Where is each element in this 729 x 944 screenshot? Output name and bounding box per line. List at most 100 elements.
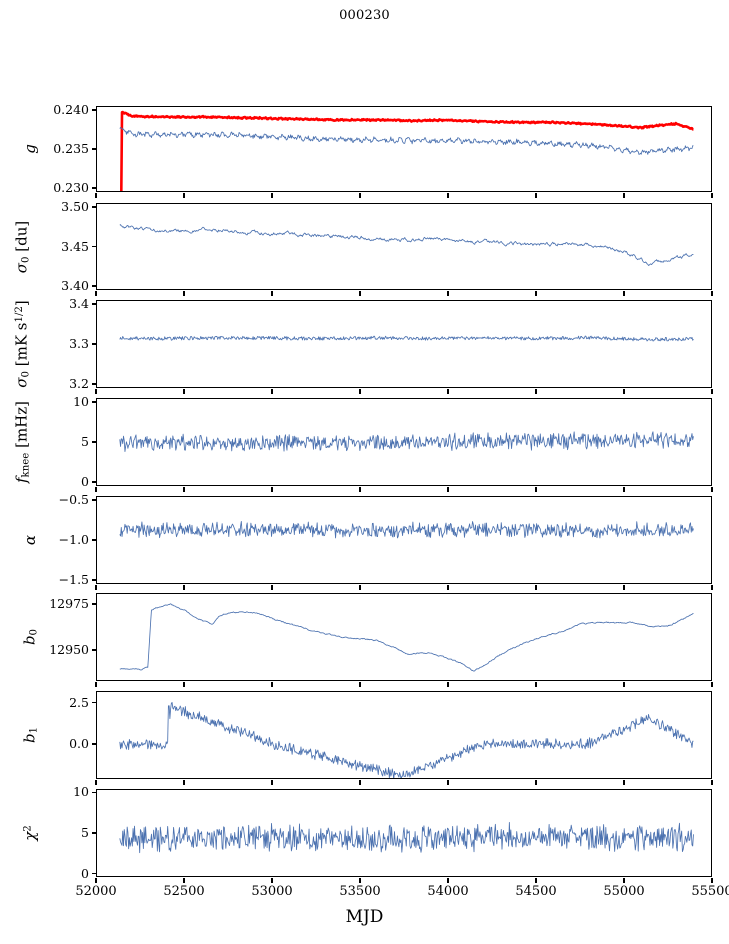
xtick-mark bbox=[711, 192, 713, 198]
xtick-mark bbox=[711, 486, 713, 492]
plot-panel-alpha bbox=[96, 496, 712, 584]
xtick-mark bbox=[271, 779, 273, 785]
xtick-mark bbox=[359, 681, 361, 687]
ylabel-alpha: α bbox=[21, 534, 39, 546]
ytick-label-b1: 0.0 bbox=[69, 735, 89, 751]
xtick-mark bbox=[447, 681, 449, 687]
ylabel-b1: b1 bbox=[20, 726, 40, 744]
xtick-mark bbox=[623, 290, 625, 296]
ytick-label-sigma0-du: 3.40 bbox=[61, 277, 89, 293]
xtick-mark bbox=[183, 388, 185, 394]
ytick-label-sigma0-mk: 3.4 bbox=[69, 295, 89, 311]
ytick-label-sigma0-mk: 3.2 bbox=[69, 375, 89, 391]
ytick-mark bbox=[91, 791, 97, 793]
xtick-label: 53000 bbox=[251, 884, 293, 899]
xtick-mark bbox=[183, 779, 185, 785]
xtick-mark bbox=[95, 877, 97, 883]
series-line-chi2-0 bbox=[120, 822, 694, 852]
ytick-mark bbox=[91, 383, 97, 385]
xtick-label: 53500 bbox=[339, 884, 381, 899]
xtick-mark bbox=[535, 388, 537, 394]
series-line-sigma0-mk-0 bbox=[120, 336, 694, 341]
xaxis-label: MJD bbox=[345, 907, 384, 927]
plot-panel-g bbox=[96, 106, 712, 192]
ytick-mark bbox=[91, 649, 97, 651]
xtick-mark bbox=[183, 877, 185, 883]
xtick-mark bbox=[359, 192, 361, 198]
series-line-g-0 bbox=[120, 112, 694, 191]
ylabel-chi2: χ2 bbox=[21, 825, 39, 841]
xtick-mark bbox=[535, 779, 537, 785]
plot-panel-chi2 bbox=[96, 789, 712, 877]
xtick-mark bbox=[271, 192, 273, 198]
xtick-mark bbox=[711, 779, 713, 785]
xtick-mark bbox=[535, 584, 537, 590]
xtick-label: 55500 bbox=[691, 884, 729, 899]
xtick-mark bbox=[447, 779, 449, 785]
ytick-label-fknee: 0 bbox=[81, 473, 89, 489]
ylabel-b0: b0 bbox=[20, 628, 40, 646]
xtick-mark bbox=[359, 877, 361, 883]
ytick-mark bbox=[91, 401, 97, 403]
xtick-mark bbox=[711, 681, 713, 687]
ytick-label-chi2: 0 bbox=[81, 865, 89, 881]
xtick-mark bbox=[535, 681, 537, 687]
ylabel-fknee: fknee [mHz] bbox=[12, 400, 32, 484]
xtick-mark bbox=[623, 584, 625, 590]
ytick-label-chi2: 5 bbox=[81, 824, 89, 840]
xtick-label: 55000 bbox=[603, 884, 645, 899]
xtick-mark bbox=[183, 584, 185, 590]
ytick-label-chi2: 10 bbox=[73, 784, 89, 799]
xtick-mark bbox=[271, 388, 273, 394]
xtick-mark bbox=[711, 290, 713, 296]
xtick-mark bbox=[447, 192, 449, 198]
ytick-mark bbox=[91, 539, 97, 541]
xtick-mark bbox=[359, 486, 361, 492]
xtick-mark bbox=[183, 290, 185, 296]
xtick-mark bbox=[535, 486, 537, 492]
ytick-mark bbox=[91, 441, 97, 443]
series-line-fknee-0 bbox=[120, 432, 694, 452]
xtick-mark bbox=[711, 584, 713, 590]
xtick-mark bbox=[711, 388, 713, 394]
xtick-mark bbox=[95, 388, 97, 394]
series-line-b1-0 bbox=[120, 702, 694, 778]
ylabel-sigma0-mk: σ0 [mK s1/2] bbox=[12, 300, 32, 388]
ytick-mark bbox=[91, 303, 97, 305]
xtick-mark bbox=[359, 779, 361, 785]
xtick-mark bbox=[535, 290, 537, 296]
xtick-mark bbox=[359, 584, 361, 590]
ytick-label-fknee: 5 bbox=[81, 433, 89, 449]
ytick-label-alpha: −1.5 bbox=[58, 571, 89, 587]
xtick-mark bbox=[271, 681, 273, 687]
ytick-mark bbox=[91, 285, 97, 287]
ytick-mark bbox=[91, 701, 97, 704]
series-line-b0-0 bbox=[120, 604, 694, 671]
xtick-mark bbox=[183, 486, 185, 492]
xtick-mark bbox=[447, 290, 449, 296]
xtick-mark bbox=[95, 584, 97, 590]
xtick-mark bbox=[183, 192, 185, 198]
xtick-label: 52500 bbox=[163, 884, 205, 899]
xtick-mark bbox=[447, 584, 449, 590]
xtick-mark bbox=[95, 486, 97, 492]
ytick-mark bbox=[91, 245, 97, 248]
ytick-label-sigma0-du: 3.45 bbox=[61, 238, 89, 254]
xtick-mark bbox=[95, 681, 97, 687]
xtick-mark bbox=[95, 290, 97, 296]
ytick-mark bbox=[91, 109, 97, 111]
ytick-label-b0: 12950 bbox=[49, 641, 89, 657]
ytick-label-fknee: 10 bbox=[73, 393, 89, 409]
xtick-mark bbox=[623, 388, 625, 394]
ytick-mark bbox=[91, 148, 97, 150]
ytick-mark bbox=[91, 832, 97, 834]
xtick-label: 52000 bbox=[75, 884, 117, 899]
ytick-mark bbox=[91, 743, 97, 745]
xtick-mark bbox=[271, 290, 273, 296]
xtick-mark bbox=[271, 584, 273, 590]
ytick-mark bbox=[91, 187, 97, 189]
ytick-label-b0: 12975 bbox=[49, 595, 89, 611]
xtick-mark bbox=[447, 877, 449, 883]
ylabel-g: g bbox=[21, 144, 39, 154]
ylabel-sigma0-du: σ0 [du] bbox=[12, 220, 32, 273]
